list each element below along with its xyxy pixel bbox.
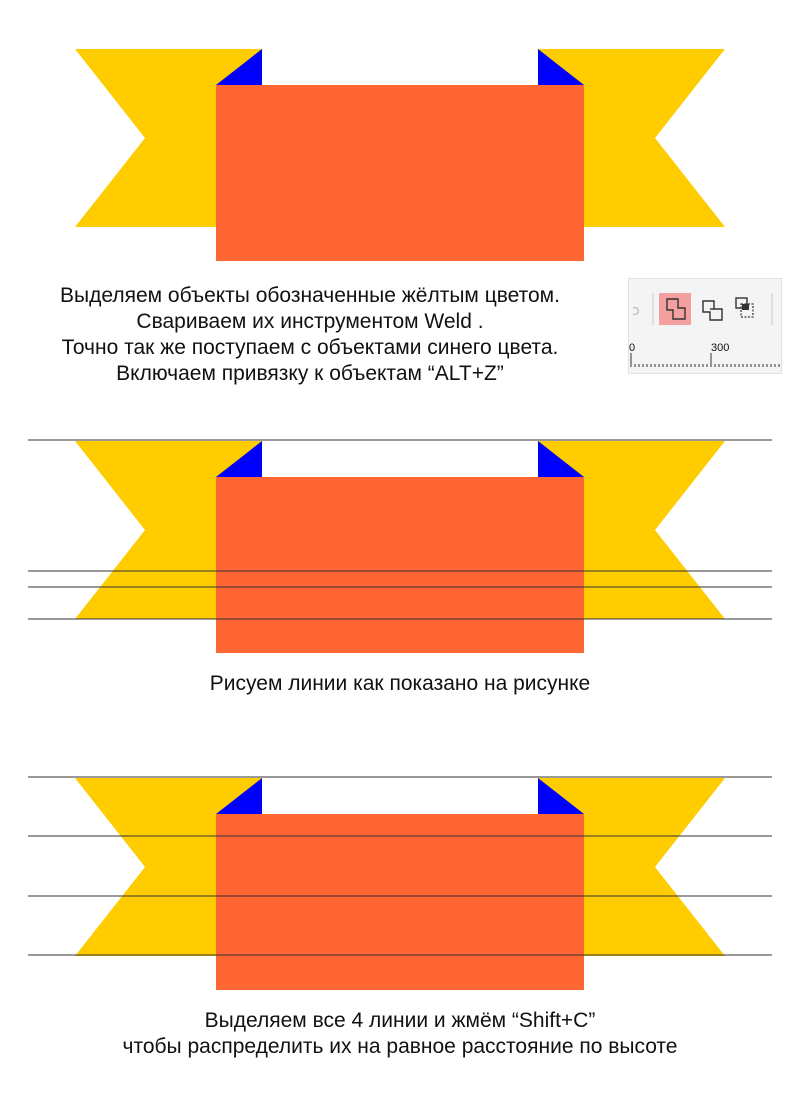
ribbon-left-tail — [75, 49, 262, 227]
step3-caption: Выделяем все 4 линии и жмём “Shift+C” чт… — [0, 1008, 800, 1060]
ribbon-left-tail — [75, 778, 262, 956]
ribbon-center-band — [216, 85, 584, 261]
shaping-toolbar: ↄ 0 300 — [628, 278, 782, 374]
step3-line-1: Выделяем все 4 линии и жмём “Shift+C” — [204, 1009, 596, 1032]
step2-line-1: Рисуем линии как показано на рисунке — [209, 672, 591, 695]
ribbon-left-fold — [216, 778, 262, 814]
x-icon: ↄ — [632, 303, 640, 319]
ribbon-center-band — [216, 814, 584, 990]
trim-icon[interactable] — [702, 300, 723, 321]
step3-line-2: чтобы распределить их на равное расстоян… — [122, 1035, 678, 1058]
intersect-icon[interactable] — [735, 297, 754, 318]
ribbon-drawing-1 — [75, 49, 725, 261]
weld-icon[interactable] — [659, 293, 691, 325]
ribbon-right-fold — [538, 441, 584, 477]
ribbon-figure-3 — [0, 760, 800, 1000]
ribbon-figure-1 — [0, 0, 800, 270]
ribbon-center-band — [216, 477, 584, 653]
step1-line-1: Выделяем объекты обозначенные жёлтым цве… — [60, 284, 560, 307]
step2-caption: Рисуем линии как показано на рисунке — [0, 671, 800, 697]
ribbon-figure-2 — [0, 420, 800, 660]
ribbon-left-tail — [75, 441, 262, 619]
svg-text:ↄ: ↄ — [632, 303, 640, 319]
ruler-label: 300 — [711, 342, 729, 354]
ribbon-right-tail — [538, 441, 725, 619]
step1-line-3: Точно так же поступаем с объектами синег… — [61, 336, 559, 359]
ruler: 0 300 — [629, 342, 780, 367]
step1-line-2: Свариваем их инструментом Weld . — [136, 310, 484, 333]
ribbon-drawing-2 — [28, 439, 772, 653]
svg-text:0: 0 — [629, 342, 635, 354]
ribbon-left-fold — [216, 441, 262, 477]
toolbar-drawing: ↄ 0 300 — [629, 293, 780, 367]
ribbon-drawing-3 — [28, 776, 772, 990]
ribbon-right-tail — [538, 49, 725, 227]
step1-line-4: Включаем привязку к объектам “ALT+Z” — [116, 362, 504, 385]
ribbon-right-fold — [538, 49, 584, 85]
ribbon-right-tail — [538, 778, 725, 956]
ribbon-right-fold — [538, 778, 584, 814]
ribbon-left-fold — [216, 49, 262, 85]
step1-caption: Выделяем объекты обозначенные жёлтым цве… — [0, 283, 620, 387]
